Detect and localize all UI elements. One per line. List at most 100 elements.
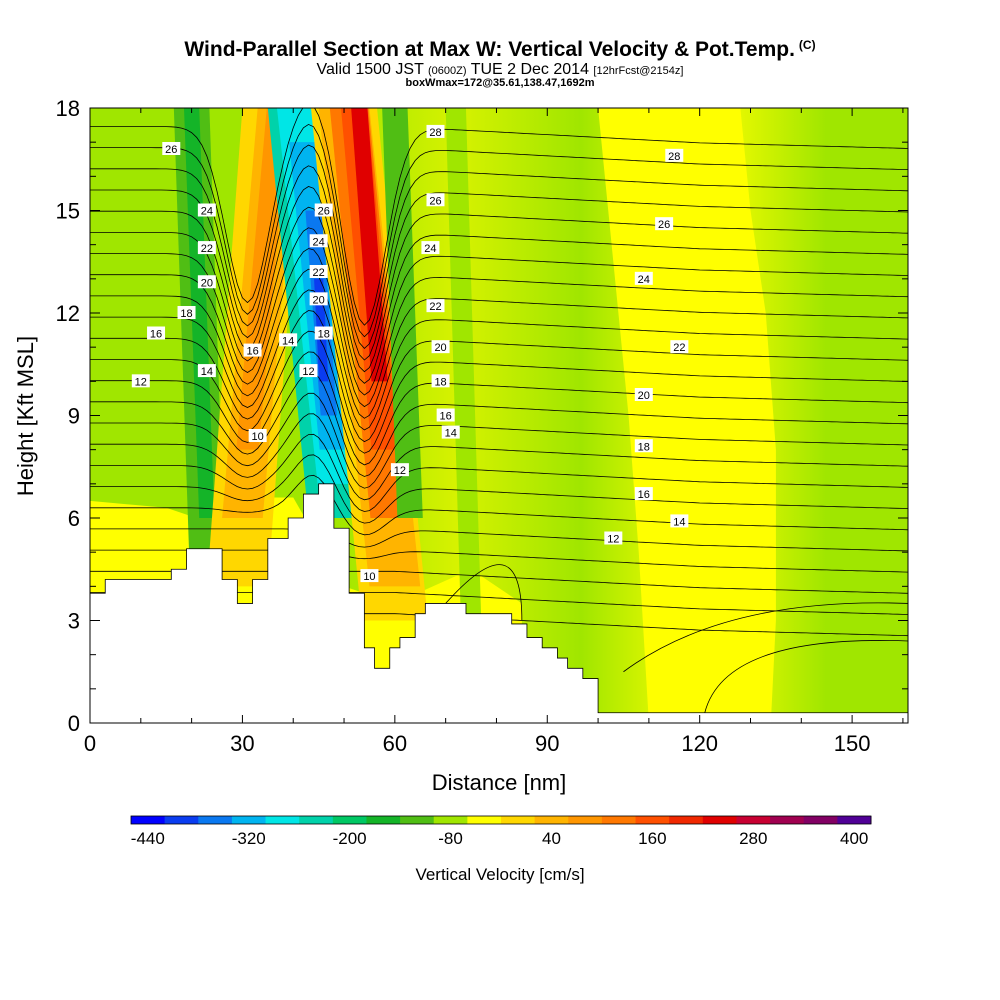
colorbar: -440 -320 -200 -80 40 160 280 400: [130, 815, 872, 848]
colorbar-swatch: [366, 816, 401, 824]
isotherm-label-text: 20: [638, 390, 650, 402]
isotherm-label-bg: [604, 531, 623, 545]
isotherm-label-text: 22: [313, 267, 325, 279]
isotherm-line: [90, 570, 908, 594]
isotherm-line: [445, 564, 523, 621]
isotherm-label: 16: [634, 487, 653, 501]
y-tick-label: 18: [56, 96, 80, 121]
x-tick-label: 30: [230, 731, 254, 756]
isotherm-label-bg: [314, 326, 333, 340]
isotherm-line: [90, 165, 908, 361]
colorbar-tick-label: -80: [438, 829, 463, 848]
isotherm-line: [90, 123, 908, 338]
downdraft-weak-core: [183, 108, 215, 518]
isotherm-lines: [90, 108, 908, 713]
colorbar-frame: [130, 815, 872, 825]
isotherm-label: 24: [421, 241, 440, 255]
isotherm-label-bg: [426, 299, 445, 313]
isotherm-label-bg: [655, 217, 674, 231]
isotherm-line: [90, 206, 908, 384]
colorbar-tick-label: -200: [333, 829, 367, 848]
colorbar-swatch: [131, 816, 166, 824]
isotherm-label-text: 14: [445, 428, 457, 440]
isotherm-label-text: 20: [434, 342, 446, 354]
chart-title: Wind-Parallel Section at Max W: Vertical…: [184, 38, 816, 61]
isotherm-label: 22: [197, 241, 216, 255]
isotherm-label-text: 28: [429, 127, 441, 139]
isotherm-line: [90, 144, 908, 349]
isotherm-label-text: 18: [434, 376, 446, 388]
isotherm-label-bg: [162, 142, 181, 155]
isotherm-label-bg: [390, 463, 409, 477]
isotherm-label: 14: [441, 425, 460, 440]
isotherm-label-text: 12: [394, 465, 406, 477]
isotherm-label: 24: [634, 271, 653, 286]
isotherm-label: 18: [634, 439, 653, 453]
isotherm-label-bg: [360, 569, 379, 583]
isotherm-label-bg: [248, 429, 267, 442]
y-axis-label: Height [Kft MSL]: [13, 336, 38, 496]
isotherm-label-text: 26: [658, 219, 670, 231]
isotherm-line: [90, 268, 908, 419]
isotherm-label: 12: [390, 463, 409, 477]
isotherm-label-text: 22: [201, 243, 213, 255]
isotherm-label-bg: [243, 343, 262, 357]
isotherm-label-text: 24: [638, 274, 650, 286]
isotherm-label: 12: [131, 374, 150, 388]
isotherm-label-text: 14: [282, 335, 294, 347]
isotherm-label: 10: [248, 429, 267, 443]
isotherm-label: 24: [197, 203, 216, 218]
colorbar-swatch: [669, 816, 704, 824]
valid-time: Valid 1500 JST (0600Z) TUE 2 Dec 2014 [1…: [316, 61, 684, 78]
colorbar-swatch: [601, 816, 637, 824]
isotherm-line: [90, 289, 908, 431]
isotherm-label-text: 18: [638, 441, 650, 453]
isotherm-label-bg: [436, 408, 455, 422]
isotherm-label-bg: [665, 148, 684, 162]
isotherm-label: 18: [431, 374, 450, 388]
isotherm-line: [90, 474, 908, 536]
colorbar-swatch: [702, 816, 737, 824]
isotherm-label-bg: [426, 193, 445, 207]
isotherm-line: [704, 640, 908, 713]
colorbar-tick-label: 160: [638, 829, 666, 848]
isotherm-label-text: 24: [424, 243, 436, 255]
isotherm-label-bg: [177, 306, 196, 319]
colorbar-tick-label: -320: [232, 829, 266, 848]
isotherm-label: 18: [177, 306, 196, 320]
colorbar-swatch: [299, 816, 334, 824]
isotherm-label-bg: [634, 271, 653, 285]
isotherm-label-text: 26: [318, 206, 330, 218]
isotherm-label-bg: [309, 265, 328, 278]
isotherm-label: 12: [604, 531, 623, 546]
isotherm-label-bg: [670, 340, 689, 354]
isotherm-line: [90, 528, 908, 552]
isotherm-label: 22: [426, 299, 445, 313]
isotherm-label-text: 22: [673, 342, 685, 354]
isotherm-label: 20: [197, 275, 216, 289]
isotherm-line: [90, 392, 908, 489]
isotherm-label-text: 16: [638, 489, 650, 501]
box-info: boxWmax=172@35.61,138.47,1692m: [405, 77, 595, 89]
isotherm-label: 24: [309, 234, 328, 248]
colorbar-swatch: [164, 816, 199, 824]
isotherm-line: [90, 330, 908, 454]
isotherm-label: 28: [426, 124, 445, 139]
isotherm-label-bg: [197, 241, 216, 255]
isotherm-line: [90, 413, 908, 501]
isotherm-label-bg: [634, 487, 653, 501]
isotherm-label: 16: [147, 326, 166, 341]
isotherm-label-text: 20: [201, 277, 213, 289]
isotherm-label-bg: [147, 326, 166, 340]
isotherm-label: 20: [309, 292, 328, 306]
y-tick-label: 3: [68, 609, 80, 634]
isotherm-label-bg: [634, 439, 653, 453]
colorbar-swatch: [265, 816, 300, 824]
isotherm-label-text: 16: [150, 329, 162, 341]
isotherm-line: [90, 186, 908, 373]
weak-band-right: [445, 108, 482, 621]
isotherm-label-text: 14: [673, 516, 685, 528]
isotherm-label: 12: [299, 364, 318, 378]
colorbar-label: Vertical Velocity [cm/s]: [415, 865, 584, 884]
x-tick-label: 60: [383, 731, 407, 756]
